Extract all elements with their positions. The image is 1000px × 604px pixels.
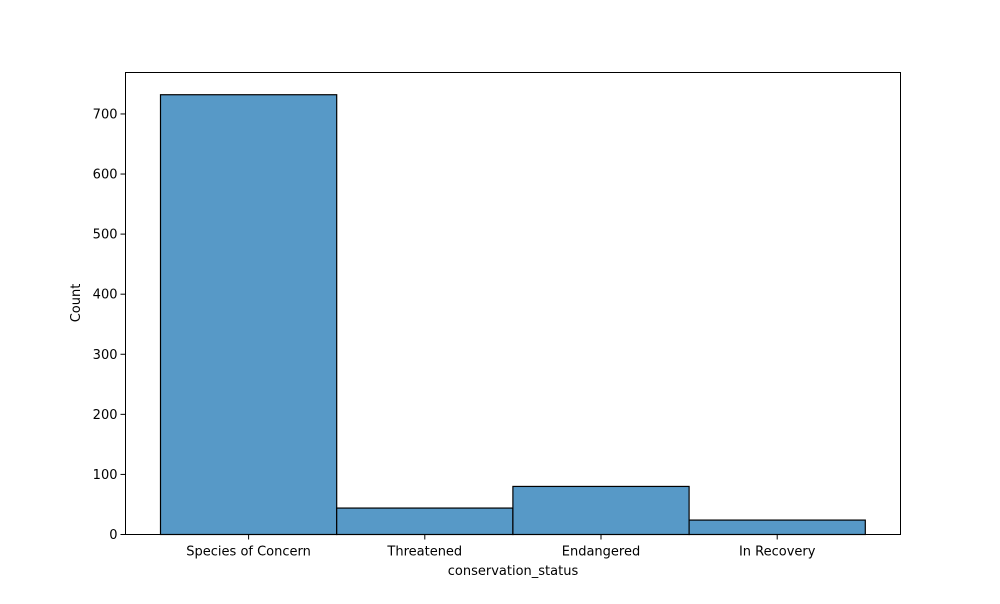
bar-endangered [512,485,690,536]
x-tick-label-endangered: Endangered [562,545,640,560]
y-axis-ticks: 0 100 200 300 400 500 600 700 [93,107,126,543]
x-axis-label: conservation_status [448,564,579,579]
plot-area-frame [125,72,901,535]
x-axis-ticks: Species of Concern Threatened Endangered In… [186,534,816,560]
y-tick-label-400: 400 [93,288,118,303]
y-tick-label-500: 500 [93,228,118,243]
y-tick-label-200: 200 [93,408,118,423]
x-tick-label-threatened: Threatened [386,545,462,560]
bar-species-of-concern [159,94,338,536]
bar-threatened [336,507,514,536]
y-tick-label-300: 300 [93,348,118,363]
y-tick-label-600: 600 [93,168,118,183]
bars-layer [159,94,866,536]
y-tick-label-700: 700 [93,107,118,122]
y-tick-label-100: 100 [93,468,118,483]
y-axis-label: Count [69,284,84,323]
x-tick-label-species-of-concern: Species of Concern [186,545,311,560]
bar-in-recovery [688,519,866,536]
x-tick-label-in-recovery: In Recovery [739,545,816,560]
y-tick-label-0: 0 [109,528,117,543]
